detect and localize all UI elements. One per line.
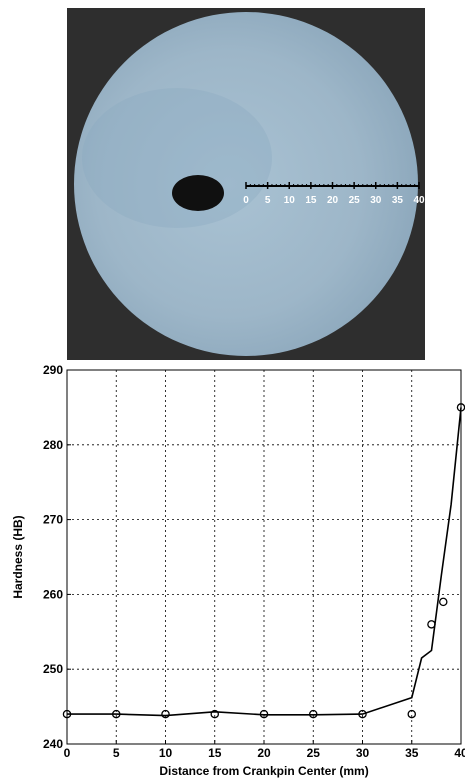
hardness-chart: 0 5 10 15 20 25 30 35 40 240 250 260 270 280 290 Dist…: [11, 363, 465, 778]
scale-bar-label: 10: [284, 195, 296, 206]
data-point: [62, 709, 72, 719]
y-tick-label: 250: [43, 662, 63, 676]
data-point: [259, 709, 269, 719]
x-tick-label: 35: [405, 746, 419, 760]
disc-shading: [82, 88, 272, 228]
x-tick-label: 15: [208, 746, 222, 760]
x-axis-label: Distance from Crankpin Center (mm): [159, 764, 368, 778]
y-tick-label: 280: [43, 438, 63, 452]
y-tick-label: 270: [43, 513, 63, 527]
data-point: [161, 709, 170, 719]
y-axis-label: Hardness (HB): [11, 515, 25, 598]
x-tick-label: 40: [454, 746, 465, 760]
x-axis-ticks: 0 5 10 15 20 25 30 35 40: [64, 740, 465, 760]
data-point: [427, 620, 436, 629]
x-tick-label: 20: [257, 746, 271, 760]
y-tick-label: 260: [43, 587, 63, 601]
specimen-photo: 0 5 10 15 20 25 30 35 40: [67, 8, 425, 360]
scale-bar-label: 0: [243, 195, 249, 206]
scale-bar-label: 5: [265, 195, 271, 206]
scale-bar-label: 35: [392, 195, 404, 206]
x-tick-label: 0: [64, 746, 71, 760]
data-point: [112, 709, 121, 719]
data-point: [358, 709, 367, 719]
scale-bar-label: 30: [370, 195, 382, 206]
x-tick-label: 5: [113, 746, 120, 760]
x-tick-label: 30: [356, 746, 370, 760]
y-tick-label: 290: [43, 363, 63, 377]
crankpin-hole: [172, 175, 224, 211]
scale-bar-label: 15: [305, 195, 317, 206]
scale-bar-label: 40: [413, 195, 425, 206]
x-tick-label: 25: [307, 746, 321, 760]
x-tick-label: 10: [159, 746, 173, 760]
data-point: [210, 709, 219, 719]
data-point: [439, 597, 448, 607]
scale-bar-label: 20: [327, 195, 339, 206]
hardness-fit-line: [67, 407, 462, 717]
y-tick-label: 240: [43, 737, 63, 751]
data-point: [308, 709, 318, 719]
data-point: [407, 709, 416, 719]
y-axis-ticks: 240 250 260 270 280 290: [43, 363, 71, 751]
scale-bar-label: 25: [349, 195, 361, 206]
scale-bar: 0 5 10 15 20 25 30 35 40: [243, 182, 425, 206]
chart-grid: [67, 370, 461, 744]
